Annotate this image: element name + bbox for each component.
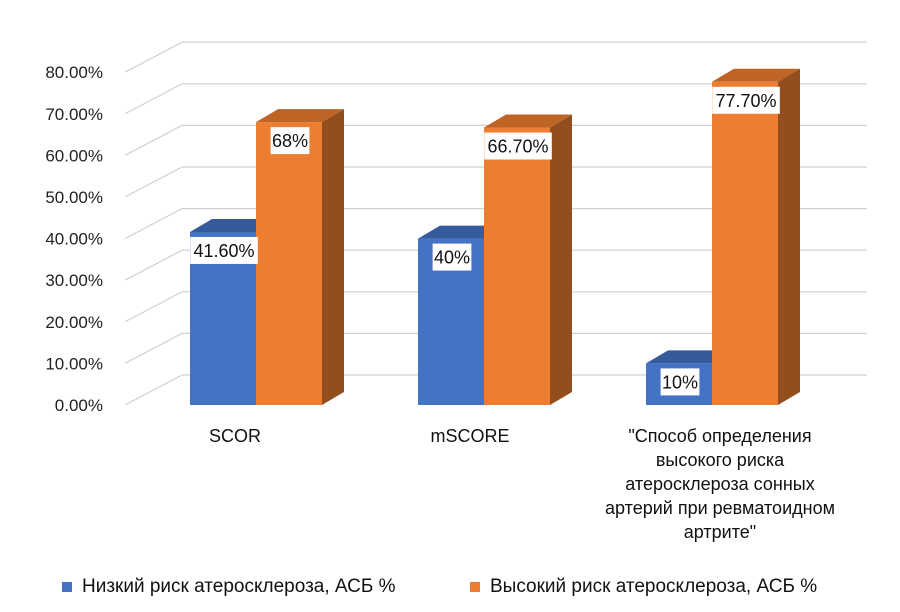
data-label-low-2: 10% [660, 368, 700, 396]
bars [190, 68, 800, 406]
gridline [124, 332, 867, 364]
data-label-high-2: 77.70% [712, 86, 780, 114]
y-axis-ticks: 0.00% 10.00% 20.00% 30.00% 40.00% 50.00% 60.00… [45, 63, 103, 415]
category-label-1: mSCORE [430, 426, 509, 446]
gridline [124, 374, 867, 406]
y-tick-label: 10.00% [45, 354, 103, 373]
legend-swatch-low [62, 582, 72, 592]
gridline [124, 124, 867, 156]
y-tick-label: 40.00% [45, 230, 103, 249]
legend-item-high: Высокий риск атеросклероза, АСБ % [470, 576, 817, 598]
data-label-low-0: 41.60% [190, 236, 258, 264]
legend: Низкий риск атеросклероза, АСБ % Высокий… [0, 576, 900, 606]
y-tick-label: 80.00% [45, 63, 103, 82]
data-label-high-1: 66.70% [484, 132, 552, 160]
gridline [124, 83, 867, 115]
y-tick-label: 60.00% [45, 146, 103, 165]
svg-text:77.70%: 77.70% [715, 91, 776, 111]
legend-item-low: Низкий риск атеросклероза, АСБ % [62, 576, 396, 598]
svg-text:66.70%: 66.70% [487, 137, 548, 157]
gridline [124, 291, 867, 323]
bar-chart: 0.00% 10.00% 20.00% 30.00% 40.00% 50.00% 60.00… [45, 41, 867, 542]
svg-text:68%: 68% [272, 131, 308, 151]
y-tick-label: 30.00% [45, 271, 103, 290]
y-tick-label: 50.00% [45, 188, 103, 207]
legend-label-high: Высокий риск атеросклероза, АСБ % [490, 576, 818, 597]
y-tick-label: 0.00% [55, 396, 103, 415]
bar-high-2 [712, 68, 800, 405]
gridline [124, 166, 867, 198]
gridline [124, 249, 867, 281]
svg-text:41.60%: 41.60% [193, 241, 254, 261]
legend-swatch-high [470, 582, 480, 592]
legend-label-low: Низкий риск атеросклероза, АСБ % [82, 576, 396, 597]
category-label-2: "Способ определения высокого риска атероск… [605, 426, 835, 542]
gridline [124, 41, 867, 73]
data-labels: 41.60% 40% 10% 68% 66.70% 77.70% [190, 86, 780, 396]
x-axis-categories: SCOR mSCORE "Способ определения высокого ри… [209, 426, 835, 542]
svg-text:10%: 10% [662, 372, 698, 392]
y-tick-label: 70.00% [45, 105, 103, 124]
data-label-low-1: 40% [432, 243, 472, 271]
svg-text:40%: 40% [434, 248, 470, 268]
y-tick-label: 20.00% [45, 313, 103, 332]
grid [124, 41, 867, 406]
category-label-0: SCOR [209, 426, 261, 446]
bar-high-0 [256, 109, 344, 406]
bar-high-1 [484, 114, 572, 405]
gridline [124, 208, 867, 240]
data-label-high-0: 68% [270, 127, 310, 155]
